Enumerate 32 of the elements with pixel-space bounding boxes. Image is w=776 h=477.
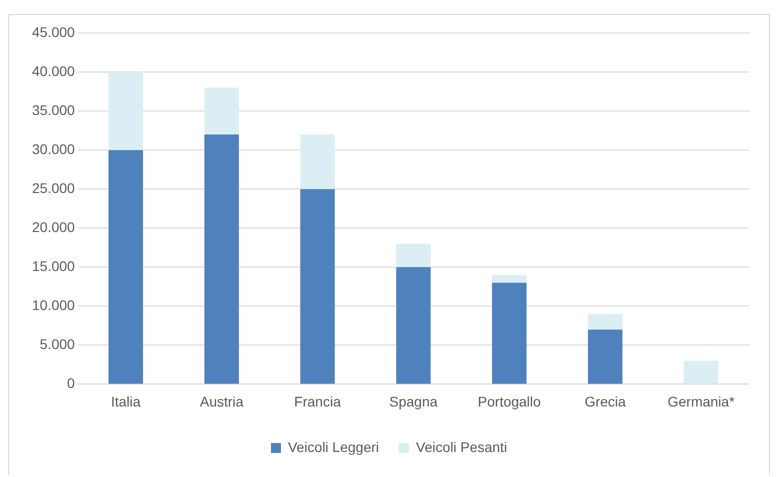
x-tick-label: Spagna — [389, 393, 438, 410]
y-tick-label: 5.000 — [40, 336, 76, 352]
bar — [492, 274, 527, 283]
x-tick-label: Italia — [110, 393, 141, 410]
bar — [108, 150, 144, 384]
y-tick-label: 30.000 — [32, 140, 76, 157]
y-tick-label: 15.000 — [32, 258, 76, 274]
y-tick-label: 25.000 — [32, 180, 76, 196]
x-tick-label: Portogallo — [478, 393, 542, 410]
bar — [300, 189, 335, 384]
y-tick-label: 40.000 — [32, 62, 76, 79]
x-tick-label: Germania* — [668, 393, 736, 410]
y-tick-label: 10.000 — [32, 297, 76, 314]
bar — [492, 282, 527, 384]
y-tick-label: 35.000 — [32, 102, 76, 118]
x-tick-label: Francia — [294, 393, 342, 410]
bar — [588, 314, 622, 330]
y-tick-label: 20.000 — [32, 218, 76, 235]
bar — [204, 134, 239, 384]
bar — [396, 267, 431, 384]
bar — [108, 72, 144, 150]
x-tick-label: Austria — [200, 393, 244, 410]
y-tick-label: 45.000 — [32, 24, 76, 40]
x-tick-label: Grecia — [584, 393, 626, 410]
bar — [300, 134, 335, 190]
legend-label: Veicoli Leggeri — [288, 438, 380, 455]
bar — [204, 88, 239, 134]
legend-label: Veicoli Pesanti — [416, 438, 508, 455]
bar — [396, 244, 431, 268]
bar — [588, 330, 622, 384]
y-tick-label: 0 — [67, 375, 76, 392]
bar — [684, 360, 718, 384]
